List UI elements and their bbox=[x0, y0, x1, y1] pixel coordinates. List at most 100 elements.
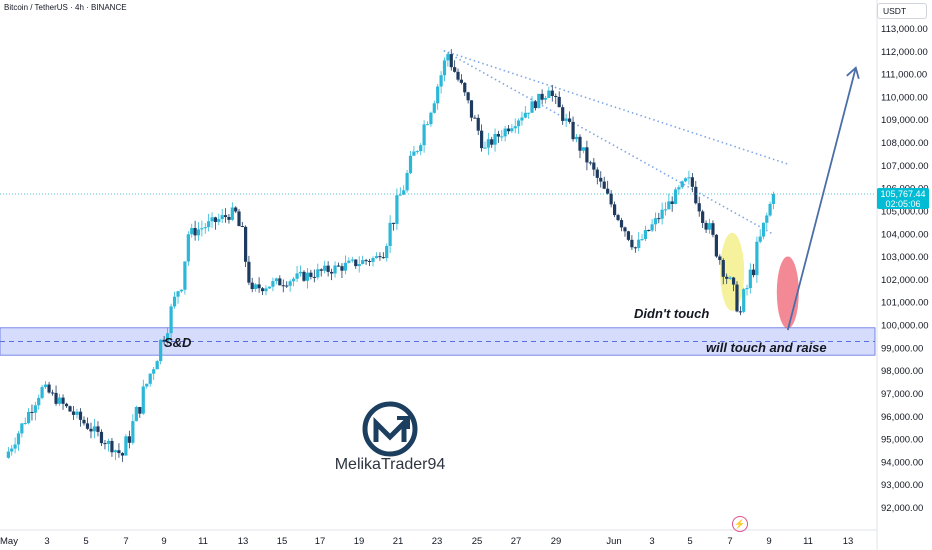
candle-body bbox=[138, 407, 142, 414]
candle-body bbox=[43, 384, 48, 388]
candle-body bbox=[388, 222, 392, 246]
candle-body bbox=[550, 90, 554, 96]
x-tick-label: 15 bbox=[277, 536, 288, 547]
candle-body bbox=[319, 269, 323, 271]
candle-body bbox=[660, 209, 664, 219]
candle-body bbox=[419, 145, 423, 152]
candle-body bbox=[298, 271, 303, 274]
candle-body bbox=[230, 207, 234, 220]
candle-body bbox=[183, 261, 187, 290]
candle-body bbox=[30, 411, 34, 413]
candle-body bbox=[745, 288, 749, 290]
candle-body bbox=[350, 259, 354, 261]
candle-body bbox=[267, 286, 272, 289]
candle-body bbox=[257, 284, 261, 289]
candle-body bbox=[244, 226, 248, 262]
y-axis[interactable]: 113,000.00 112,000.00 111,000.00 110,000.00… bbox=[876, 0, 932, 550]
candle-body bbox=[667, 201, 671, 210]
last-price-tag: 105,767.44 02:05:06 bbox=[877, 188, 929, 209]
y-tick-label: 97,000.00 bbox=[881, 389, 923, 400]
candle-body bbox=[533, 101, 537, 109]
candle-body bbox=[619, 220, 624, 228]
candle-body bbox=[758, 236, 762, 242]
y-tick-label: 108,000.00 bbox=[881, 138, 929, 149]
candle-body bbox=[595, 169, 599, 178]
last-price-value: 105,767.44 bbox=[880, 189, 926, 199]
candle-body bbox=[612, 204, 617, 216]
candle-body bbox=[657, 218, 661, 220]
candle-body bbox=[640, 239, 644, 241]
candle-body bbox=[196, 229, 201, 236]
x-tick-label: 11 bbox=[803, 536, 813, 547]
candle-body bbox=[200, 228, 204, 230]
candle-body bbox=[687, 177, 691, 179]
candle-body bbox=[752, 269, 756, 276]
candle-body bbox=[391, 222, 396, 224]
candle-body bbox=[295, 273, 299, 279]
candle-body bbox=[381, 257, 385, 259]
candle-body bbox=[483, 147, 487, 149]
candle-body bbox=[670, 201, 674, 204]
candle-body bbox=[568, 118, 572, 122]
candle-body bbox=[234, 207, 238, 212]
candle-body bbox=[40, 387, 44, 398]
candle-body bbox=[405, 172, 409, 191]
brand-name: MelikaTrader94 bbox=[334, 456, 446, 473]
candle-body bbox=[82, 419, 86, 424]
candle-body bbox=[141, 386, 145, 414]
candle-body bbox=[503, 128, 507, 137]
candle-body bbox=[442, 60, 447, 76]
candle-body bbox=[694, 186, 698, 204]
candle-body bbox=[354, 259, 358, 267]
candle-body bbox=[500, 136, 504, 138]
candle-body bbox=[155, 361, 159, 370]
candle-body bbox=[309, 272, 313, 277]
candle-body bbox=[347, 260, 351, 263]
candle-body bbox=[64, 403, 69, 407]
lightning-icon[interactable]: ⚡ bbox=[732, 516, 748, 532]
x-tick-label: 5 bbox=[83, 536, 88, 547]
y-tick-label: 107,000.00 bbox=[881, 161, 929, 172]
candle-body bbox=[57, 397, 62, 404]
candle-body bbox=[210, 217, 214, 222]
candle-body bbox=[540, 93, 544, 100]
candle-body bbox=[425, 124, 430, 126]
candle-body bbox=[343, 262, 348, 271]
candle-body bbox=[264, 288, 268, 292]
candle-body bbox=[357, 264, 361, 267]
candle-body bbox=[436, 86, 440, 104]
candle-body bbox=[302, 271, 306, 281]
x-axis[interactable]: May 3 5 7 9 11 13 15 17 19 21 23 25 27 29 Jun 3 5 7 9 11 13 bbox=[0, 529, 877, 547]
candle-body bbox=[288, 281, 292, 286]
x-tick-label: 7 bbox=[727, 536, 732, 547]
candle-body bbox=[748, 269, 752, 289]
candle-body bbox=[415, 151, 419, 153]
currency-selector[interactable]: USDT bbox=[877, 3, 927, 19]
candle-body bbox=[120, 453, 125, 456]
candle-body bbox=[176, 291, 180, 297]
candle-body bbox=[117, 450, 121, 454]
x-tick-label: 21 bbox=[393, 536, 404, 547]
candle-body bbox=[326, 265, 330, 272]
candle-body bbox=[643, 230, 648, 240]
candle-body bbox=[96, 426, 100, 432]
candle-body bbox=[574, 136, 579, 140]
candle-body bbox=[473, 117, 477, 119]
candle-body bbox=[571, 121, 575, 140]
chart-title: Bitcoin / TetherUS · 4h · BINANCE bbox=[4, 3, 127, 12]
candle-body bbox=[446, 54, 450, 61]
candle-body bbox=[520, 117, 524, 121]
candle-body bbox=[647, 230, 651, 232]
candle-body bbox=[340, 266, 344, 271]
bar-countdown: 02:05:06 bbox=[885, 199, 921, 209]
x-tick-label: May bbox=[0, 536, 18, 547]
candle-body bbox=[250, 282, 254, 290]
candle-body bbox=[714, 234, 718, 257]
x-tick-label: 17 bbox=[315, 536, 326, 547]
candle-body bbox=[110, 440, 114, 453]
sd-zone-label: S&D bbox=[164, 335, 192, 350]
candle-body bbox=[412, 151, 416, 156]
supply-demand-zone bbox=[0, 327, 876, 356]
candle-body bbox=[449, 54, 453, 68]
